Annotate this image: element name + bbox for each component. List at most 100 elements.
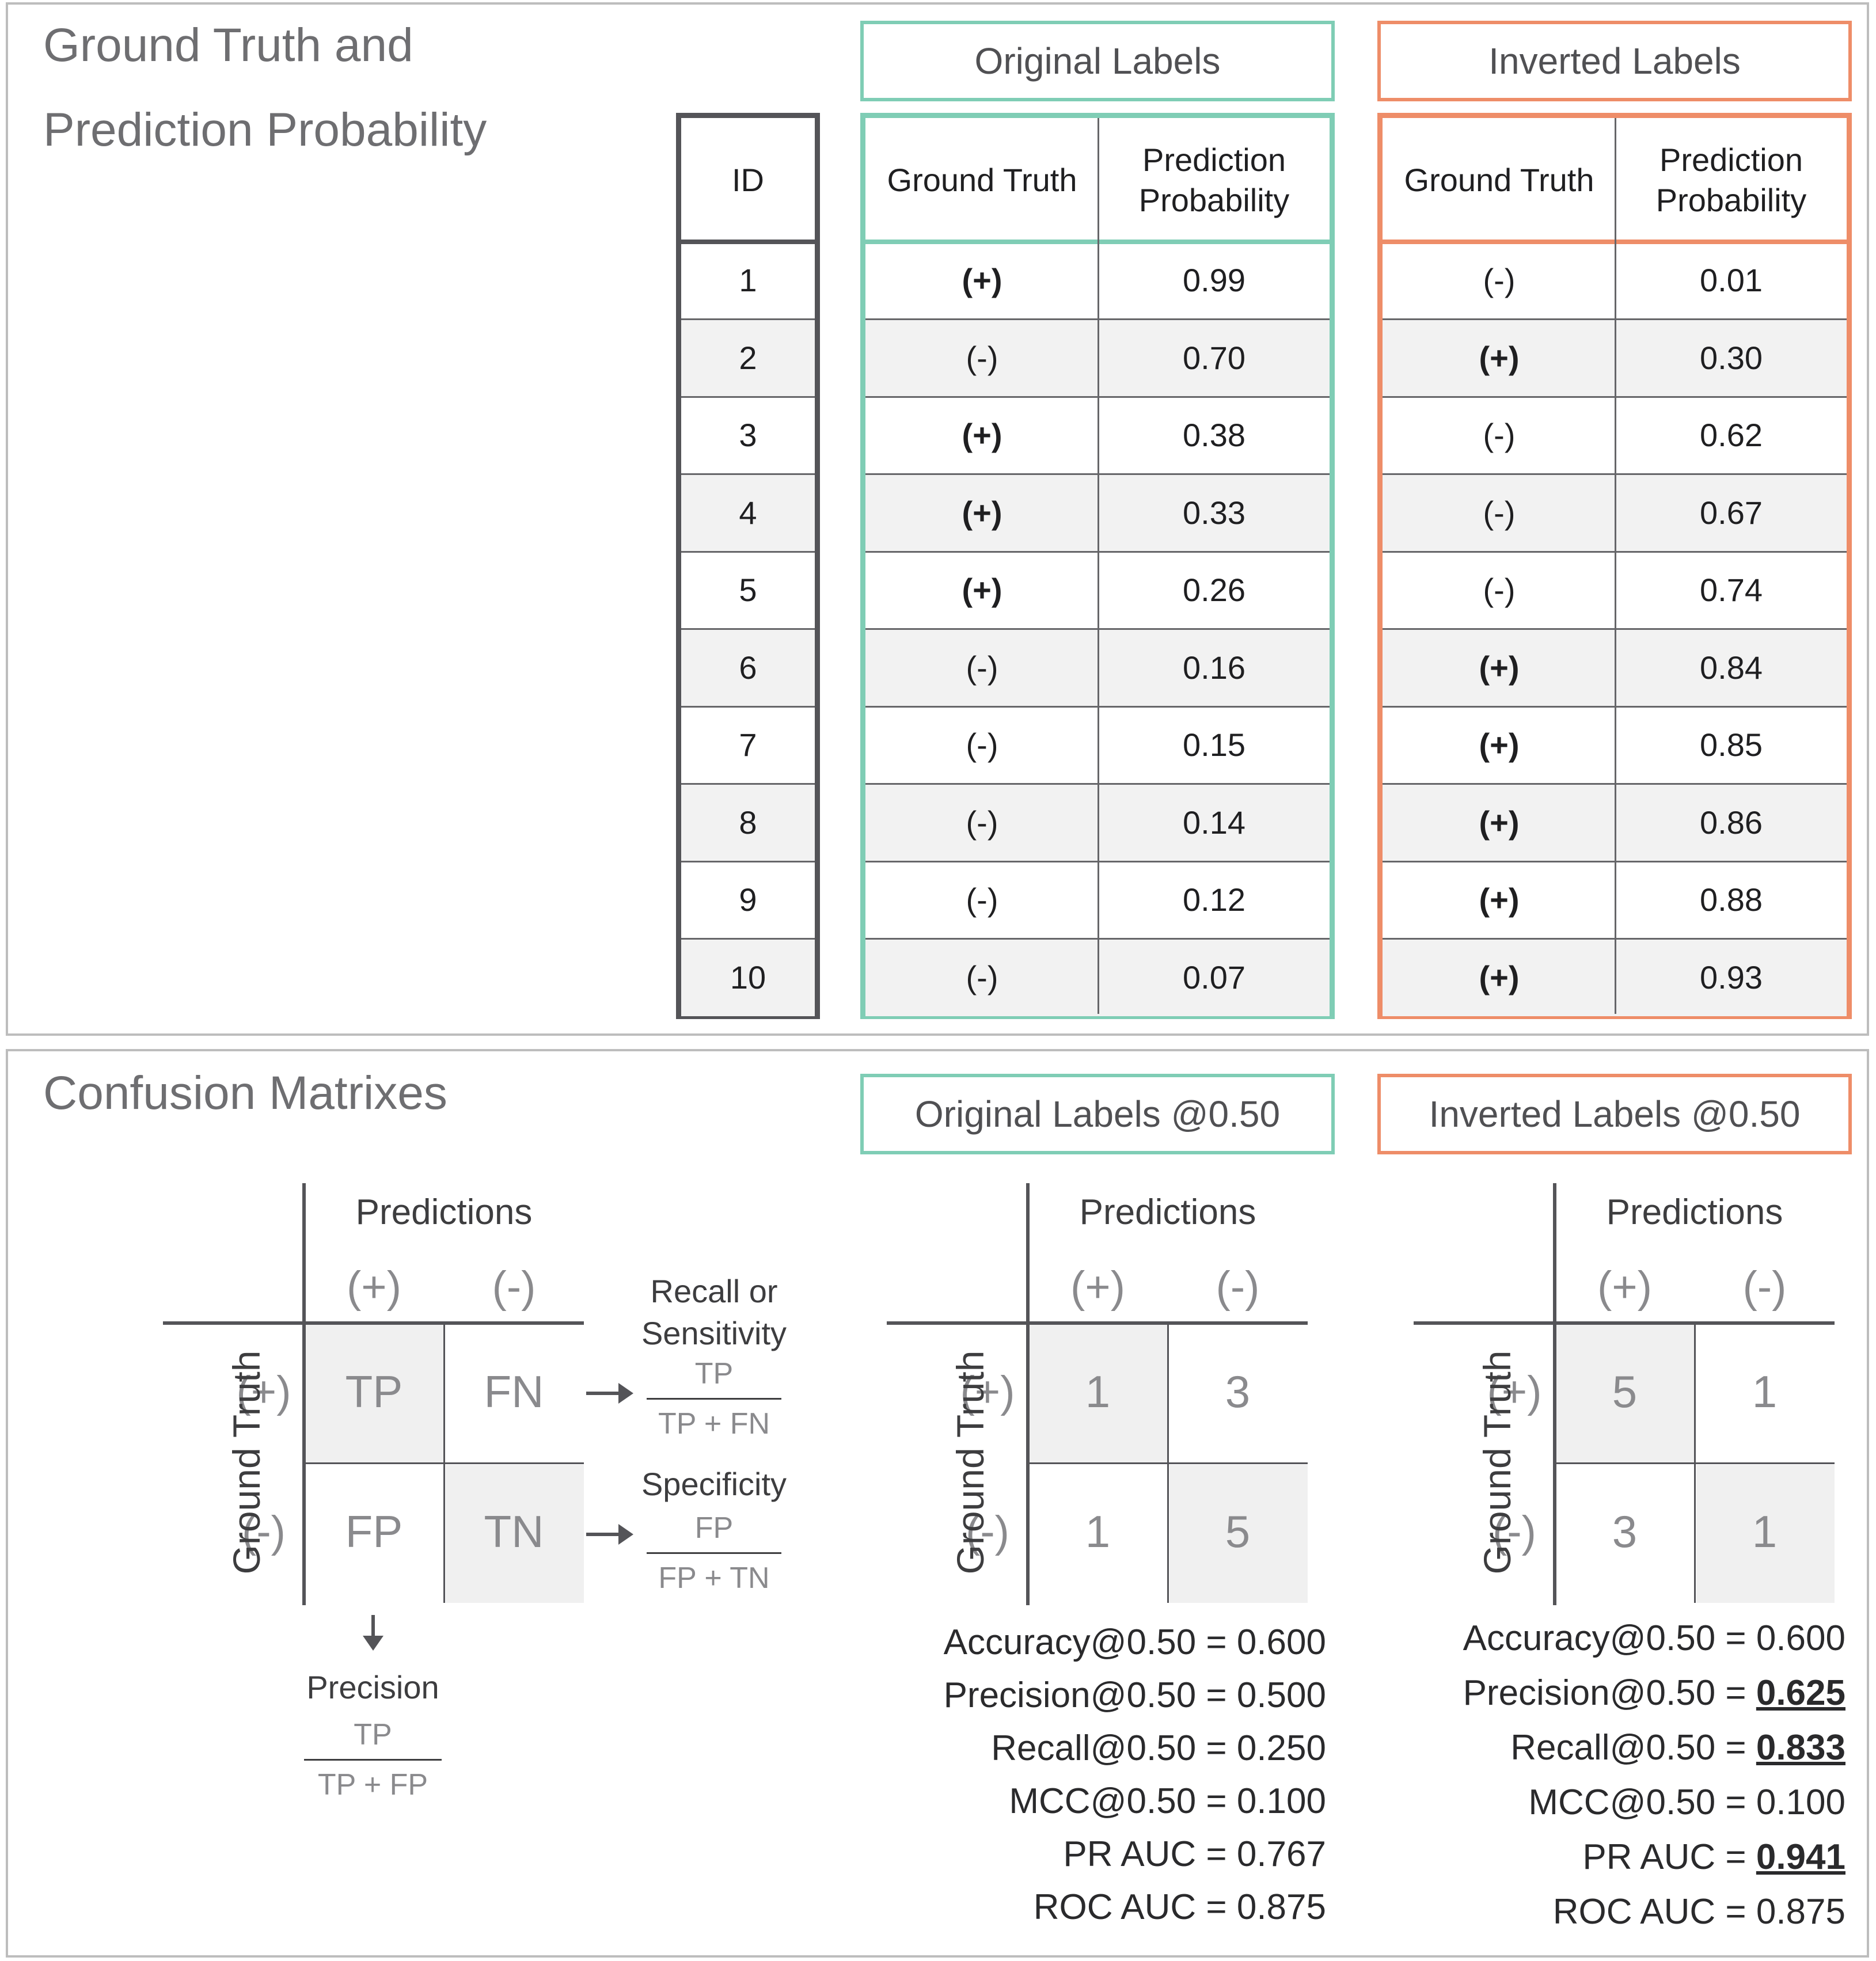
original-col-pos: (+) — [1070, 1263, 1125, 1312]
row-divider — [681, 705, 815, 708]
row-divider — [1099, 628, 1330, 630]
row-divider — [681, 396, 815, 398]
recall-numerator: TP — [694, 1357, 734, 1390]
metric-value: 0.600 — [1756, 1618, 1845, 1658]
precision-formula: Precision TP TP + FP — [299, 1669, 446, 1802]
row-divider — [1383, 550, 1616, 553]
inverted-prob-header: Prediction Probability — [1616, 118, 1847, 242]
original-labels-header: Original Labels — [860, 21, 1335, 101]
inverted-row-neg: (-) — [1493, 1507, 1536, 1556]
metric-row: MCC@0.50 = 0.100 — [1528, 1785, 1845, 1821]
original-gt-cell: (+) — [962, 572, 1002, 609]
metric-row: Precision@0.50 = 0.500 — [944, 1678, 1326, 1713]
original-gt-cell: (-) — [966, 959, 998, 995]
legend-inner-hline — [304, 1462, 584, 1464]
legend-tp-shade — [306, 1325, 444, 1463]
original-col-neg: (-) — [1216, 1263, 1260, 1312]
top-panel-frame — [6, 2, 1869, 1036]
inverted-prob-cell: 0.93 — [1700, 959, 1763, 995]
metric-value: 0.941 — [1756, 1837, 1845, 1877]
row-divider — [1616, 318, 1847, 320]
original-tn-shade — [1169, 1465, 1308, 1603]
original-cm-header: Original Labels @0.50 — [860, 1074, 1335, 1154]
inverted-gt-cell: (+) — [1479, 804, 1520, 841]
inverted-gt-cell: (+) — [1479, 881, 1520, 918]
inverted-prob-header-line1: Prediction — [1659, 141, 1803, 178]
metric-label: Accuracy@0.50 = — [1463, 1618, 1756, 1658]
row-divider — [1383, 705, 1616, 708]
row-shade — [681, 784, 815, 861]
precision-fraction-bar — [304, 1759, 442, 1761]
metric-row: Accuracy@0.50 = 0.600 — [1463, 1621, 1845, 1656]
metric-label: ROC AUC = — [1033, 1887, 1237, 1927]
row-divider — [1099, 705, 1330, 708]
precision-denominator: TP + FP — [317, 1768, 428, 1802]
original-prob-cell: 0.26 — [1183, 572, 1245, 609]
row-shade — [865, 629, 1099, 706]
original-gt-cell: (+) — [962, 494, 1002, 531]
original-prob-cell: 0.16 — [1183, 649, 1245, 686]
inverted-tn-value: 1 — [1752, 1506, 1778, 1557]
row-shade — [1099, 474, 1330, 552]
row-divider — [1099, 318, 1330, 320]
row-divider — [681, 240, 815, 244]
original-prob-cell: 0.70 — [1183, 339, 1245, 376]
row-shade — [681, 629, 815, 706]
original-row-neg: (-) — [966, 1507, 1009, 1556]
row-shade — [681, 938, 815, 1016]
original-tn-value: 5 — [1225, 1506, 1251, 1557]
row-divider — [1099, 860, 1330, 862]
inverted-gt-cell: (-) — [1483, 417, 1516, 454]
original-prob-cell: 0.99 — [1183, 262, 1245, 299]
inverted-prob-cell: 0.85 — [1700, 727, 1763, 763]
row-divider — [1383, 860, 1616, 862]
specificity-fraction-bar — [647, 1552, 781, 1554]
inverted-prob-cell: 0.88 — [1700, 881, 1763, 918]
inverted-col-divider — [1615, 118, 1616, 1014]
metric-value: 0.100 — [1236, 1781, 1326, 1821]
id-cell: 2 — [739, 339, 757, 376]
row-divider — [681, 938, 815, 940]
legend-tn-shade — [446, 1465, 584, 1603]
original-prob-cell: 0.15 — [1183, 727, 1245, 763]
row-divider — [865, 318, 1099, 320]
row-shade — [1616, 629, 1847, 706]
id-cell: 7 — [739, 727, 757, 763]
legend-row-neg: (-) — [242, 1507, 286, 1556]
row-shade — [1099, 319, 1330, 397]
row-shade — [865, 938, 1099, 1016]
metric-row: Precision@0.50 = 0.625 — [1463, 1675, 1845, 1711]
original-row-pos: (+) — [960, 1367, 1015, 1416]
top-title-line2: Prediction Probability — [43, 104, 487, 156]
id-cell: 6 — [739, 649, 757, 686]
inverted-gt-cell: (+) — [1479, 727, 1520, 763]
inverted-gt-cell: (-) — [1483, 262, 1516, 299]
legend-col-neg: (-) — [492, 1263, 536, 1312]
metric-row: Accuracy@0.50 = 0.600 — [944, 1625, 1326, 1660]
precision-numerator: TP — [354, 1718, 392, 1751]
row-divider — [681, 550, 815, 553]
original-prob-cell: 0.12 — [1183, 881, 1245, 918]
metric-label: ROC AUC = — [1552, 1892, 1756, 1932]
inverted-prob-header-line2: Probability — [1655, 181, 1807, 218]
legend-fn-value: FN — [484, 1366, 544, 1417]
original-predictions-label: Predictions — [1079, 1192, 1256, 1232]
row-shade — [1383, 629, 1616, 706]
id-cell: 10 — [730, 959, 766, 995]
row-shade — [1099, 629, 1330, 706]
metric-value: 0.100 — [1756, 1783, 1845, 1822]
original-gt-header: Ground Truth — [887, 161, 1077, 198]
inverted-gt-cell: (-) — [1483, 494, 1516, 531]
metric-row: PR AUC = 0.767 — [1063, 1837, 1326, 1872]
row-divider — [865, 396, 1099, 398]
inverted-ground-truth-label: Ground Truth — [1476, 1350, 1518, 1575]
row-divider — [681, 473, 815, 475]
row-shade — [1383, 319, 1616, 397]
metric-label: Recall@0.50 = — [1510, 1728, 1756, 1768]
id-cell: 8 — [739, 804, 757, 841]
metric-row: Recall@0.50 = 0.250 — [991, 1731, 1326, 1766]
metric-value: 0.875 — [1236, 1887, 1326, 1927]
inverted-row-pos: (+) — [1487, 1367, 1542, 1416]
legend-col-pos: (+) — [347, 1263, 401, 1312]
inverted-col-neg: (-) — [1742, 1263, 1787, 1312]
